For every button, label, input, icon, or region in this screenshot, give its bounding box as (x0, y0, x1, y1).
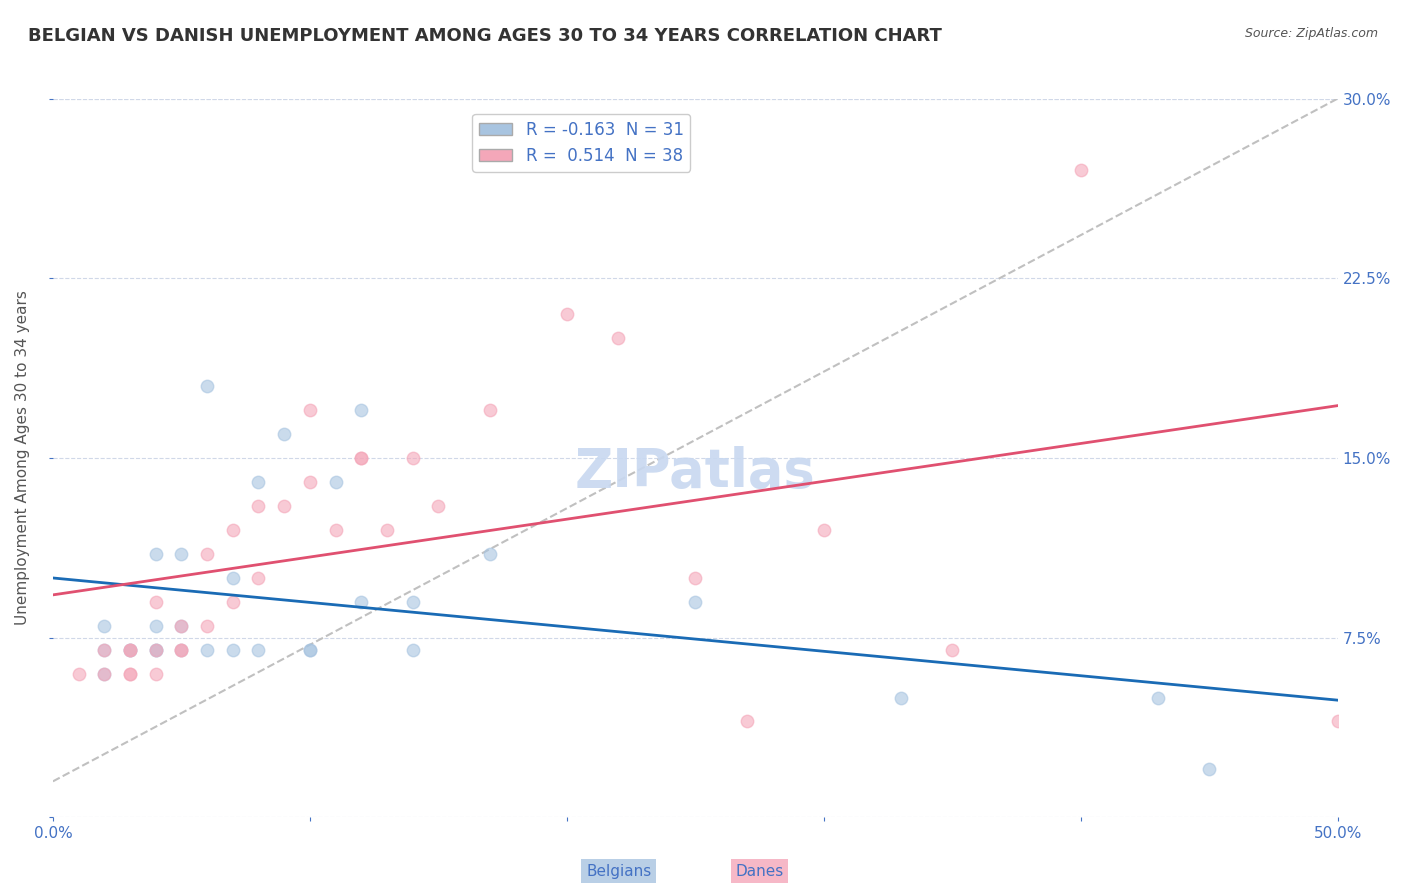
Point (118, 642, 141, 657)
Point (1198, 763, 1220, 777)
Point (195, 547, 218, 561)
Point (118, 666, 141, 681)
Point (93, 642, 115, 657)
Point (478, 403, 501, 417)
Point (145, 642, 167, 657)
Point (401, 642, 423, 657)
Text: Danes: Danes (735, 863, 783, 879)
Point (145, 595, 167, 609)
Point (273, 499, 295, 513)
Point (685, 571, 707, 585)
Text: Belgians: Belgians (586, 863, 651, 879)
Point (1070, 163, 1092, 178)
Point (118, 666, 141, 681)
Point (170, 642, 193, 657)
Point (93, 666, 115, 681)
Point (427, 499, 450, 513)
Point (145, 547, 167, 561)
Point (118, 642, 141, 657)
Point (298, 642, 321, 657)
Point (170, 547, 193, 561)
Point (607, 331, 630, 345)
Point (813, 523, 835, 537)
Point (1326, 714, 1348, 729)
Point (247, 475, 270, 489)
Point (375, 523, 398, 537)
Point (350, 403, 373, 417)
Point (118, 642, 141, 657)
Point (685, 595, 707, 609)
Point (222, 595, 245, 609)
Point (145, 642, 167, 657)
Point (195, 642, 218, 657)
Point (890, 690, 912, 705)
Point (222, 642, 245, 657)
Point (401, 450, 423, 465)
Point (247, 499, 270, 513)
Point (170, 642, 193, 657)
Text: Source: ZipAtlas.com: Source: ZipAtlas.com (1244, 27, 1378, 40)
Point (941, 642, 963, 657)
Point (401, 595, 423, 609)
Point (195, 618, 218, 632)
Text: ZIPatlas: ZIPatlas (575, 446, 815, 499)
Point (247, 571, 270, 585)
Point (145, 618, 167, 632)
Point (93, 618, 115, 632)
Point (118, 642, 141, 657)
Point (505, 139, 527, 153)
Point (325, 475, 347, 489)
Point (222, 571, 245, 585)
Y-axis label: Unemployment Among Ages 30 to 34 years: Unemployment Among Ages 30 to 34 years (15, 291, 30, 625)
Point (350, 450, 373, 465)
Point (170, 618, 193, 632)
Point (93, 642, 115, 657)
Point (145, 666, 167, 681)
Point (325, 523, 347, 537)
Point (298, 403, 321, 417)
Legend: R = -0.163  N = 31, R =  0.514  N = 38: R = -0.163 N = 31, R = 0.514 N = 38 (472, 114, 690, 172)
Point (1146, 690, 1168, 705)
Point (195, 379, 218, 393)
Point (298, 475, 321, 489)
Point (170, 642, 193, 657)
Point (555, 307, 578, 321)
Point (350, 595, 373, 609)
Point (273, 427, 295, 442)
Point (170, 618, 193, 632)
Point (350, 450, 373, 465)
Point (478, 547, 501, 561)
Point (145, 642, 167, 657)
Point (247, 642, 270, 657)
Point (67, 666, 90, 681)
Text: BELGIAN VS DANISH UNEMPLOYMENT AMONG AGES 30 TO 34 YEARS CORRELATION CHART: BELGIAN VS DANISH UNEMPLOYMENT AMONG AGE… (28, 27, 942, 45)
Point (298, 642, 321, 657)
Point (222, 523, 245, 537)
Point (735, 714, 758, 729)
Point (93, 666, 115, 681)
